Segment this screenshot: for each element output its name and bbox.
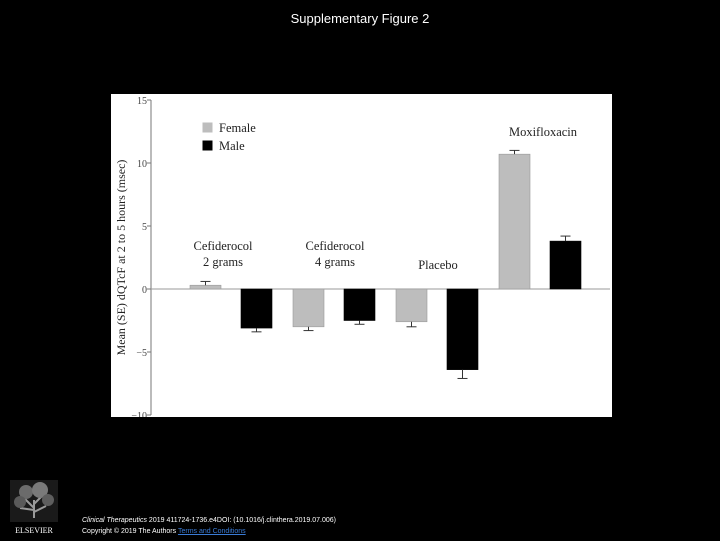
bar-male bbox=[240, 288, 273, 329]
legend-swatch-female bbox=[202, 122, 213, 133]
bar-female bbox=[395, 288, 428, 323]
citation-ref: 2019 411724-1736.e4DOI: (10.1016/j.clint… bbox=[146, 517, 336, 524]
bar-female bbox=[498, 153, 531, 290]
citation-line: Clinical Therapeutics 2019 411724-1736.e… bbox=[82, 515, 336, 526]
terms-link[interactable]: Terms and Conditions bbox=[177, 528, 246, 535]
bar-male bbox=[343, 288, 376, 321]
copyright-text: Copyright © 2019 The Authors bbox=[82, 528, 178, 535]
citation-block: Clinical Therapeutics 2019 411724-1736.e… bbox=[82, 515, 336, 537]
legend-label-male: Male bbox=[219, 139, 245, 153]
y-axis-label: Mean (SE) dQTcF at 2 to 5 hours (msec) bbox=[114, 160, 128, 356]
y-tick-label: 10 bbox=[137, 159, 147, 170]
chart-panel: 15 10 5 0 −5 −10 Mean (SE) dQTcF at 2 to 5 hou… bbox=[111, 94, 612, 417]
legend-label-female: Female bbox=[219, 121, 256, 135]
legend-swatch-male bbox=[202, 140, 213, 151]
bar-female bbox=[292, 288, 325, 328]
category-label: Cefiderocol bbox=[305, 239, 365, 253]
slide-title: Supplementary Figure 2 bbox=[290, 11, 430, 26]
y-tick-label: −10 bbox=[131, 411, 147, 417]
bar-female bbox=[189, 284, 222, 290]
elsevier-logo-text: ELSEVIER bbox=[15, 526, 53, 535]
journal-name: Clinical Therapeutics bbox=[82, 517, 147, 524]
bar-chart: 15 10 5 0 −5 −10 Mean (SE) dQTcF at 2 to 5 hou… bbox=[114, 96, 610, 417]
category-label: 4 grams bbox=[315, 255, 355, 269]
y-tick-label: 15 bbox=[137, 96, 147, 107]
elsevier-logo: ELSEVIER bbox=[6, 478, 62, 536]
category-label: Moxifloxacin bbox=[509, 125, 578, 139]
y-tick-label: 5 bbox=[142, 222, 147, 233]
y-tick-label: −5 bbox=[136, 348, 147, 359]
elsevier-tree-icon: ELSEVIER bbox=[10, 480, 58, 535]
category-label: 2 grams bbox=[203, 255, 243, 269]
bar-male bbox=[446, 288, 479, 370]
category-label: Cefiderocol bbox=[193, 239, 253, 253]
copyright-line: Copyright © 2019 The Authors Terms and C… bbox=[82, 526, 336, 537]
y-tick-label: 0 bbox=[142, 285, 147, 296]
bar-male bbox=[549, 240, 582, 290]
category-label: Placebo bbox=[418, 258, 458, 272]
